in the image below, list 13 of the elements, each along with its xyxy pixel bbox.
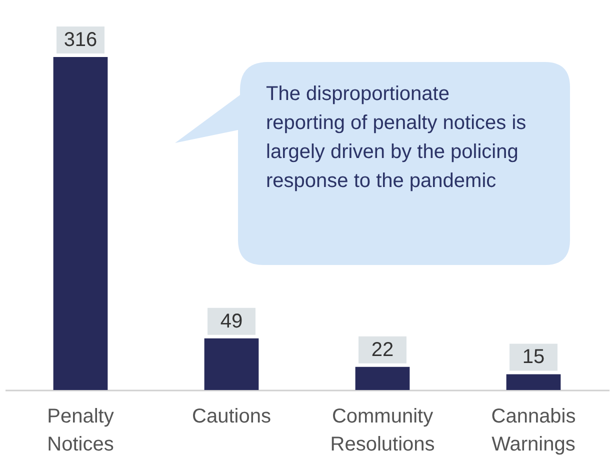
- data-label: 316: [64, 29, 98, 51]
- bar: [506, 374, 561, 390]
- bar: [204, 338, 259, 390]
- x-tick-label: Cautions: [192, 406, 271, 428]
- bar: [355, 366, 410, 390]
- x-tick-label: Penalty Notices: [47, 406, 114, 456]
- data-label: 49: [220, 310, 243, 332]
- bar: [53, 57, 108, 390]
- annotation: The disproportionate reporting of penalty notices is largely driven by the policing response to the pandemic: [266, 82, 528, 194]
- x-tick-label: Community Resolutions: [330, 406, 435, 456]
- data-label: 22: [371, 338, 394, 361]
- x-tick-label: Cannabis Warnings: [491, 406, 576, 456]
- data-label: 15: [522, 346, 545, 368]
